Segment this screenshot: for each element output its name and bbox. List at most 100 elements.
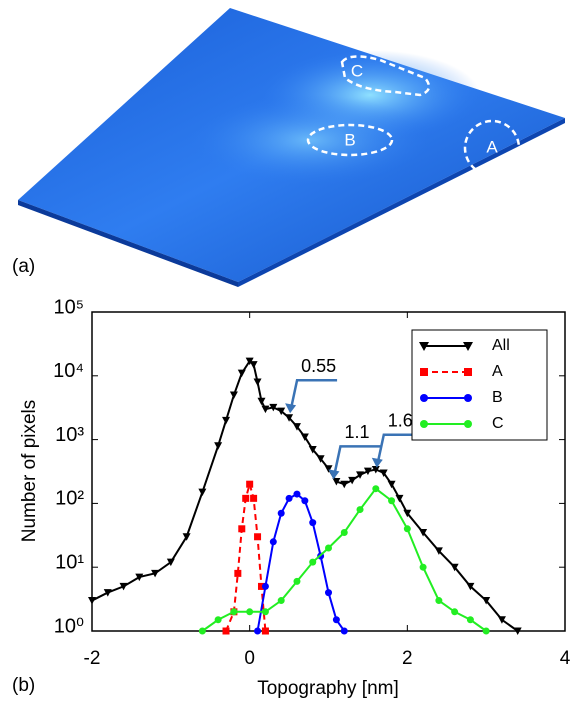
marker — [285, 494, 293, 502]
marker — [450, 563, 459, 572]
marker — [340, 480, 349, 489]
marker — [198, 627, 206, 635]
marker — [277, 509, 285, 517]
annotation-arrowhead — [285, 403, 297, 414]
marker — [482, 627, 490, 635]
series-line — [91, 359, 519, 632]
marker — [261, 608, 269, 616]
marker — [482, 597, 491, 605]
marker — [372, 485, 380, 493]
marker — [277, 407, 286, 416]
marker — [250, 494, 258, 502]
marker — [261, 582, 269, 590]
surface-edge — [238, 118, 565, 287]
x-tick-label: -2 — [84, 648, 101, 669]
annotation: 0.55 — [301, 356, 336, 376]
marker — [246, 480, 254, 488]
marker — [242, 494, 250, 502]
legend-label: A — [492, 363, 503, 380]
marker — [340, 528, 348, 536]
marker — [230, 608, 238, 616]
marker — [356, 471, 365, 479]
marker — [293, 490, 301, 498]
marker — [234, 569, 242, 577]
marker — [451, 608, 459, 616]
region-b — [306, 123, 394, 157]
marker — [308, 445, 317, 454]
legend-marker — [419, 342, 429, 351]
region-c — [340, 55, 431, 97]
marker — [332, 616, 340, 624]
legend-marker — [420, 368, 428, 376]
marker — [379, 469, 388, 477]
marker — [309, 519, 317, 527]
marker — [214, 442, 223, 450]
marker — [269, 538, 277, 546]
plot-frame — [91, 311, 566, 632]
marker — [269, 403, 278, 412]
marker — [257, 582, 265, 590]
y-axis-label: Number of pixels — [19, 400, 40, 543]
x-tick-label: 4 — [560, 648, 571, 669]
y-tick-label: 10¹ — [55, 551, 84, 573]
marker — [261, 627, 269, 635]
marker — [340, 627, 348, 635]
marker — [103, 589, 112, 597]
region-label: A — [486, 137, 498, 156]
panel-label: (a) — [12, 256, 35, 277]
marker — [403, 525, 411, 533]
legend-marker — [420, 394, 428, 402]
marker — [293, 577, 301, 585]
marker — [497, 616, 506, 624]
marker — [387, 480, 396, 489]
marker — [292, 423, 301, 431]
annotation-arrowhead — [371, 457, 383, 468]
x-axis-label: Topography [nm] — [257, 678, 399, 699]
legend-marker — [420, 420, 428, 428]
marker — [261, 405, 270, 414]
marker — [214, 616, 222, 624]
region-label: C — [351, 61, 363, 80]
marker — [253, 378, 262, 386]
y-tick-label: 10² — [55, 488, 84, 510]
marker — [246, 608, 254, 616]
marker — [348, 476, 357, 485]
marker — [419, 563, 427, 571]
series-line — [225, 480, 267, 632]
marker — [222, 416, 231, 425]
marker — [434, 547, 443, 555]
marker — [245, 357, 254, 366]
legend-label: C — [492, 415, 504, 432]
marker — [166, 558, 175, 567]
panel-label: (b) — [12, 675, 35, 696]
marker — [119, 582, 128, 591]
marker — [277, 597, 285, 605]
y-tick-label: 10⁰ — [54, 615, 84, 637]
marker — [198, 488, 207, 497]
marker — [254, 533, 262, 541]
x-tick-label: 0 — [244, 648, 255, 669]
y-tick-label: 10⁵ — [53, 296, 84, 318]
y-tick-label: 10³ — [55, 424, 84, 446]
topography-image: C B A — [18, 8, 565, 287]
region-a — [463, 119, 521, 177]
annotation-arrowhead — [328, 469, 340, 480]
marker — [88, 597, 96, 605]
marker — [466, 582, 475, 591]
marker — [237, 369, 246, 378]
marker — [388, 497, 396, 505]
marker — [254, 627, 262, 635]
marker — [300, 433, 309, 441]
annotation-arrow — [376, 433, 424, 463]
marker — [395, 494, 404, 503]
marker — [285, 414, 294, 422]
marker — [249, 361, 258, 369]
marker — [301, 497, 309, 505]
series-line — [256, 492, 346, 632]
marker — [257, 397, 266, 406]
x-tick-label: 2 — [402, 648, 413, 669]
marker — [324, 465, 333, 473]
marker — [466, 616, 474, 624]
